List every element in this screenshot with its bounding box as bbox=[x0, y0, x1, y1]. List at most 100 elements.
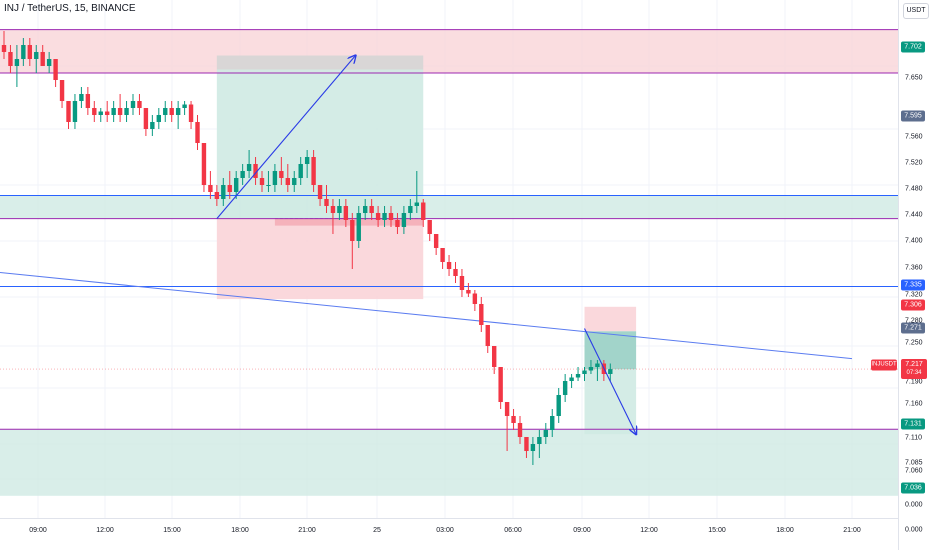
candle-body bbox=[382, 213, 387, 220]
short-position-filled-zone bbox=[584, 331, 637, 370]
candle-body bbox=[537, 437, 542, 444]
candle-body bbox=[98, 111, 103, 115]
candle-body bbox=[53, 59, 58, 80]
candle-body bbox=[408, 206, 413, 213]
time-tick: 18:00 bbox=[231, 527, 249, 534]
long-position-entry-strip bbox=[274, 218, 424, 226]
candle-body bbox=[511, 416, 516, 423]
candle-body bbox=[446, 262, 452, 269]
candle-body bbox=[375, 213, 381, 220]
time-tick: 15:00 bbox=[708, 527, 726, 534]
candle-body bbox=[608, 369, 613, 374]
price-tick: 0.000 bbox=[905, 526, 923, 534]
currency-unit-button[interactable]: USDT bbox=[903, 3, 929, 19]
candle-body bbox=[201, 143, 207, 185]
price-tick: 7.280 bbox=[905, 317, 923, 325]
candle-body bbox=[214, 192, 220, 199]
zone-demand bbox=[0, 429, 898, 496]
candle-body bbox=[569, 377, 574, 381]
candle-body bbox=[1, 45, 7, 52]
candle-body bbox=[21, 45, 26, 59]
candle-body bbox=[388, 213, 394, 220]
symbol-price-tag: INJUSDT bbox=[871, 359, 897, 371]
candle-body bbox=[111, 108, 116, 115]
time-tick: 09:00 bbox=[29, 527, 47, 534]
candle-body bbox=[298, 164, 303, 178]
price-tag-red: 7.306 bbox=[901, 299, 925, 311]
candle-body bbox=[543, 430, 548, 437]
candle-body bbox=[575, 374, 581, 378]
long-target-arrow bbox=[216, 56, 356, 219]
price-tick: 7.480 bbox=[905, 185, 923, 193]
candle-body bbox=[337, 206, 342, 213]
price-tag-blue: 7.335 bbox=[901, 279, 925, 291]
time-tick: 12:00 bbox=[640, 527, 658, 534]
candle-body bbox=[253, 164, 258, 178]
candle-body bbox=[246, 164, 252, 171]
candle-body bbox=[46, 59, 52, 66]
chart-canvas[interactable] bbox=[0, 0, 898, 518]
candle-body bbox=[304, 157, 310, 164]
price-tick: 7.360 bbox=[905, 264, 923, 272]
candle-body bbox=[492, 346, 497, 367]
price-tick: 7.190 bbox=[905, 378, 923, 386]
candle-body bbox=[85, 94, 91, 108]
candle-body bbox=[105, 111, 110, 115]
candle-body bbox=[40, 52, 45, 66]
drawing-zones bbox=[0, 29, 898, 496]
candle-body bbox=[395, 220, 400, 227]
candles bbox=[1, 31, 613, 465]
candle-body bbox=[562, 381, 568, 395]
candle-body bbox=[453, 269, 458, 276]
candle-body bbox=[485, 325, 490, 346]
candle-body bbox=[92, 108, 97, 115]
candle-body bbox=[530, 444, 536, 451]
candle-body bbox=[14, 59, 20, 66]
candle-body bbox=[350, 220, 355, 241]
candle-body bbox=[472, 293, 478, 304]
price-tag-slate: 7.595 bbox=[901, 110, 925, 122]
last-price-label: 7.217 07:34 bbox=[901, 359, 927, 379]
candle-body bbox=[414, 202, 419, 206]
candle-body bbox=[504, 402, 510, 416]
horizontal-lines bbox=[0, 29, 898, 430]
zone-demand bbox=[0, 195, 898, 219]
candle-body bbox=[8, 52, 13, 66]
candle-body bbox=[259, 178, 265, 185]
price-tag-slate: 7.271 bbox=[901, 322, 925, 334]
short-target-arrow bbox=[584, 328, 637, 435]
candle-body bbox=[524, 437, 529, 451]
symbol-title[interactable]: INJ / TetherUS, 15, BINANCE bbox=[4, 3, 136, 14]
time-tick: 21:00 bbox=[843, 527, 861, 534]
trendline bbox=[0, 272, 853, 360]
candle-body bbox=[137, 101, 142, 108]
candle-body bbox=[330, 206, 336, 213]
candle-body bbox=[34, 52, 39, 59]
bar-countdown: 07:34 bbox=[906, 370, 922, 376]
candle-body bbox=[175, 108, 181, 115]
candle-body bbox=[150, 122, 155, 129]
price-tick: 7.520 bbox=[905, 159, 923, 167]
price-tick: 7.110 bbox=[905, 434, 922, 442]
price-axis[interactable]: 7.650 7.595 7.560 7.520 7.480 7.440 7.400 7.360… bbox=[898, 0, 932, 550]
time-tick: 03:00 bbox=[436, 527, 454, 534]
candle-body bbox=[240, 171, 245, 178]
candle-body bbox=[227, 185, 232, 192]
time-tick: 09:00 bbox=[573, 527, 591, 534]
candle-body bbox=[479, 304, 484, 325]
candle-body bbox=[550, 416, 555, 430]
candle-body bbox=[369, 206, 374, 213]
chart-pane[interactable]: INJ / TetherUS, 15, BINANCE INJUSDT bbox=[0, 0, 898, 518]
price-tick: 7.085 bbox=[905, 459, 923, 467]
time-tick: 15:00 bbox=[163, 527, 181, 534]
drawing-overlays bbox=[216, 56, 637, 435]
time-axis[interactable]: 09:00 12:00 15:00 18:00 21:00 25 03:00 06:00 09:… bbox=[0, 518, 898, 551]
candle-body bbox=[311, 157, 316, 185]
price-tag-green: 7.036 bbox=[901, 482, 925, 494]
time-tick: 21:00 bbox=[298, 527, 316, 534]
price-tick: 7.160 bbox=[905, 400, 923, 408]
short-position-stop-zone bbox=[584, 306, 637, 332]
candle-body bbox=[401, 213, 407, 227]
price-tick: 7.400 bbox=[905, 237, 923, 245]
candle-body bbox=[130, 101, 136, 108]
